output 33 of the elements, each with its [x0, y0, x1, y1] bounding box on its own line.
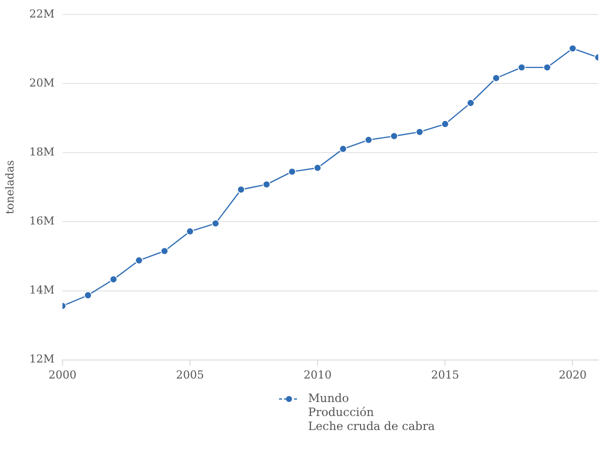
y-tick-label: 14M	[29, 284, 54, 297]
y-tick-label: 22M	[29, 7, 54, 20]
y-tick-label: 18M	[29, 146, 54, 159]
point	[364, 136, 372, 144]
point	[262, 180, 270, 188]
point	[441, 120, 450, 128]
point	[186, 227, 194, 236]
point	[339, 144, 347, 153]
y-tick-label: 12M	[29, 352, 54, 366]
x-tick-label: 2020	[558, 368, 587, 382]
point	[518, 64, 526, 72]
x-tick-label: 2015	[431, 368, 460, 382]
point	[110, 275, 118, 284]
point	[543, 64, 552, 72]
point	[568, 44, 577, 52]
point	[160, 247, 168, 255]
point	[390, 132, 398, 140]
x-tick-label: 2000	[48, 368, 76, 382]
y-tick-label: 20M	[29, 76, 54, 90]
point	[314, 164, 322, 172]
point	[135, 256, 143, 264]
point	[466, 99, 475, 107]
point	[212, 220, 220, 228]
y-axis-title: toneladas	[3, 160, 16, 214]
x-tick-label: 2010	[304, 368, 332, 382]
point	[416, 128, 424, 136]
point	[492, 74, 500, 82]
point	[288, 168, 296, 176]
point	[84, 291, 92, 300]
legend-label: Mundo Producción Leche cruda de cabra	[308, 391, 435, 433]
x-tick-label: 2005	[176, 368, 204, 382]
y-tick-label: 16M	[29, 214, 54, 228]
point	[237, 186, 245, 194]
